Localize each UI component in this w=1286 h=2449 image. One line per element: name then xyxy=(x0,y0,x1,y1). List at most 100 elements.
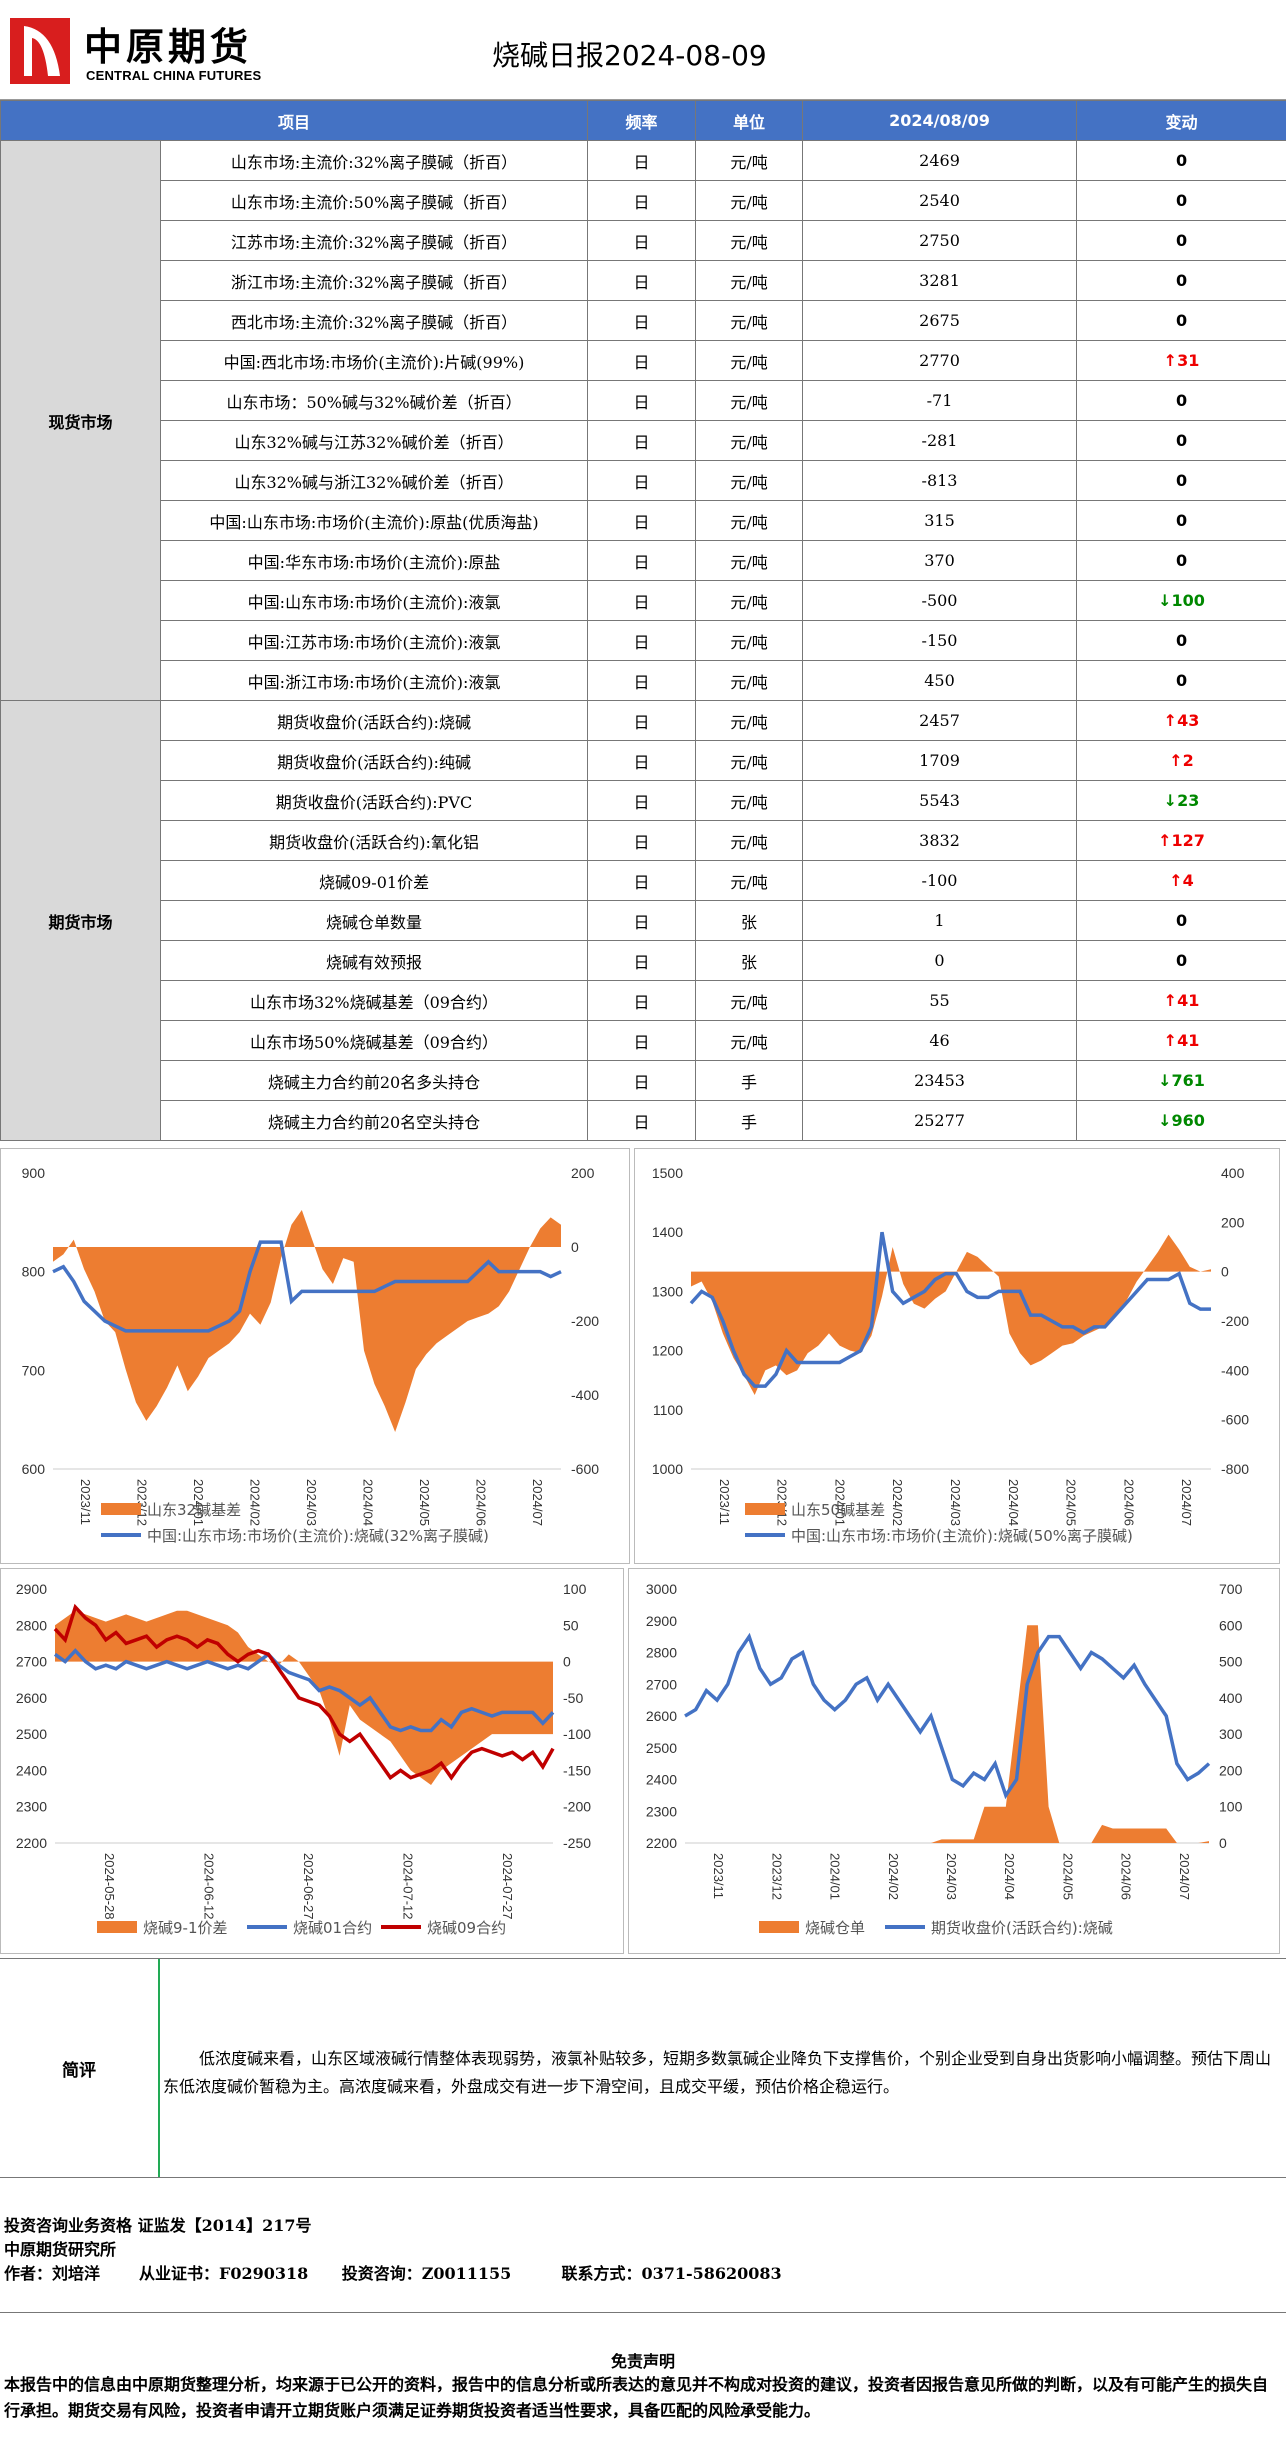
row-unit: 元/吨 xyxy=(695,380,804,421)
chart-svg-3: 2200 2300 2400 2500 2600 2700 2800 2900 -250 -200… xyxy=(16,1581,591,1937)
col-header-date: 2024/08/09 xyxy=(802,100,1078,141)
y-left-tick-label: 2600 xyxy=(646,1708,677,1724)
footer-divider xyxy=(0,2312,1286,2313)
x-tick-label: 2024/03 xyxy=(948,1479,963,1526)
table-row: 期货市场 期货收盘价(活跃合约):烧碱日元/吨 2457 ↑43 xyxy=(0,700,1286,1141)
row-unit: 元/吨 xyxy=(695,1020,804,1061)
x-tick-label: 2024-07-27 xyxy=(500,1853,515,1920)
y-left-tick-label: 2200 xyxy=(16,1835,47,1851)
y-left-tick-label: 900 xyxy=(22,1165,46,1181)
comment-section: 简评 低浓度碱来看，山东区域液碱行情整体表现弱势，液氯补贴较多，短期多数氯碱企业… xyxy=(0,1958,1286,2178)
y-right-tick-label: 200 xyxy=(571,1165,595,1181)
row-unit: 手 xyxy=(695,1060,804,1101)
row-change: ↑2 xyxy=(1076,740,1286,781)
row-unit: 元/吨 xyxy=(695,740,804,781)
row-unit: 元/吨 xyxy=(695,860,804,901)
table-row: 烧碱主力合约前20名空头持仓日手 25277 ↓960 xyxy=(1,1100,1286,1141)
row-change: ↑41 xyxy=(1076,980,1286,1021)
row-item: 山东32%碱与江苏32%碱价差（折百） xyxy=(159,420,589,461)
table-row: 烧碱09-01价差日元/吨 -100 ↑4 xyxy=(1,860,1286,901)
row-change: ↑43 xyxy=(1076,700,1286,741)
row-frequency: 日 xyxy=(587,780,697,821)
table-header-row: 项目 频率 单位 2024/08/09 变动 xyxy=(0,100,1286,141)
y-right-tick-label: 400 xyxy=(1221,1165,1245,1181)
row-frequency: 日 xyxy=(587,940,697,981)
row-item: 西北市场:主流价:32%离子膜碱（折百） xyxy=(159,300,589,341)
x-tick-label: 2024-06-27 xyxy=(301,1853,316,1920)
row-unit: 手 xyxy=(695,1100,804,1141)
row-item: 山东市场50%烧碱基差（09合约） xyxy=(159,1020,589,1061)
row-value: 5543 xyxy=(802,780,1078,821)
y-right-tick-label: -800 xyxy=(1221,1461,1249,1477)
y-left-tick-label: 700 xyxy=(22,1362,46,1378)
y-right-tick-label: 700 xyxy=(1219,1581,1243,1597)
x-tick-label: 2024/03 xyxy=(304,1479,319,1526)
y-right-tick-label: 600 xyxy=(1219,1617,1243,1633)
x-tick-label: 2024-07-12 xyxy=(401,1853,416,1920)
row-value: 370 xyxy=(802,540,1078,581)
col-header-unit: 单位 xyxy=(695,100,804,141)
row-unit: 元/吨 xyxy=(695,660,804,701)
y-left-tick-label: 2800 xyxy=(16,1617,47,1633)
row-frequency: 日 xyxy=(587,700,697,741)
y-left-tick-label: 1500 xyxy=(652,1165,683,1181)
x-tick-label: 2023/12 xyxy=(769,1853,784,1900)
series-area-0 xyxy=(685,1625,1209,1843)
row-unit: 元/吨 xyxy=(695,980,804,1021)
y-left-tick-label: 3000 xyxy=(646,1581,677,1597)
x-tick-label: 2024-06-12 xyxy=(201,1853,216,1920)
y-left-tick-label: 2800 xyxy=(646,1645,677,1661)
y-right-tick-label: -150 xyxy=(563,1762,591,1778)
y-right-tick-label: 0 xyxy=(563,1654,571,1670)
y-right-tick-label: 0 xyxy=(1219,1835,1227,1851)
y-left-tick-label: 800 xyxy=(22,1264,46,1280)
table-row: 山东32%碱与浙江32%碱价差（折百）日元/吨 -813 0 xyxy=(1,460,1286,501)
comment-label: 简评 xyxy=(0,1959,160,2177)
x-tick-label: 2024/05 xyxy=(417,1479,432,1526)
row-item: 期货收盘价(活跃合约):纯碱 xyxy=(159,740,589,781)
table-row: 山东市场：50%碱与32%碱价差（折百）日元/吨 -71 0 xyxy=(1,380,1286,421)
table-row: 中国:山东市场:市场价(主流价):原盐(优质海盐) 日元/吨 315 0 xyxy=(1,500,1286,541)
legend-swatch xyxy=(759,1921,799,1933)
y-right-tick-label: 200 xyxy=(1219,1762,1243,1778)
legend-label: 烧碱09合约 xyxy=(427,1919,506,1937)
table-row: 中国:华东市场:市场价(主流价):原盐日元/吨 370 0 xyxy=(1,540,1286,581)
table-row: 江苏市场:主流价:32%离子膜碱（折百）日元/吨 2750 0 xyxy=(1,220,1286,261)
y-right-tick-label: 100 xyxy=(1219,1799,1243,1815)
y-right-tick-label: 300 xyxy=(1219,1726,1243,1742)
table-row: 中国:江苏市场:市场价(主流价):液氯日元/吨 -150 0 xyxy=(1,620,1286,661)
row-frequency: 日 xyxy=(587,500,697,541)
row-frequency: 日 xyxy=(587,420,697,461)
row-frequency: 日 xyxy=(587,180,697,221)
y-left-tick-label: 2300 xyxy=(16,1799,47,1815)
legend-swatch xyxy=(745,1503,785,1515)
row-change: 0 xyxy=(1076,300,1286,341)
x-tick-label: 2023/12 xyxy=(775,1479,790,1526)
row-change: 0 xyxy=(1076,540,1286,581)
legend-swatch xyxy=(97,1921,137,1933)
x-tick-label: 2024-05-28 xyxy=(102,1853,117,1920)
row-unit: 元/吨 xyxy=(695,300,804,341)
y-right-tick-label: 400 xyxy=(1219,1690,1243,1706)
row-change: 0 xyxy=(1076,460,1286,501)
row-item: 期货收盘价(活跃合约):氧化铝 xyxy=(159,820,589,861)
row-unit: 张 xyxy=(695,900,804,941)
row-change: ↑41 xyxy=(1076,1020,1286,1061)
row-item: 山东32%碱与浙江32%碱价差（折百） xyxy=(159,460,589,501)
y-right-tick-label: -400 xyxy=(1221,1362,1249,1378)
y-left-tick-label: 600 xyxy=(22,1461,46,1477)
table-row: 山东32%碱与江苏32%碱价差（折百）日元/吨 -281 0 xyxy=(1,420,1286,461)
y-right-tick-label: -100 xyxy=(563,1726,591,1742)
row-frequency: 日 xyxy=(587,860,697,901)
indicator-table: 项目 频率 单位 2024/08/09 变动 现货市场 山东市场:主流价:32%离… xyxy=(0,100,1286,1141)
x-tick-label: 2024/06 xyxy=(1121,1479,1136,1526)
row-change: 0 xyxy=(1076,140,1286,181)
row-unit: 元/吨 xyxy=(695,420,804,461)
legend-swatch xyxy=(101,1503,141,1515)
y-left-tick-label: 1100 xyxy=(653,1402,683,1418)
row-item: 山东市场：50%碱与32%碱价差（折百） xyxy=(159,380,589,421)
disclaimer-text: 本报告中的信息由中原期货整理分析，均来源于已公开的资料，报告中的信息分析或所表达… xyxy=(4,2375,1269,2420)
legend-label: 烧碱01合约 xyxy=(293,1919,372,1937)
row-item: 山东市场32%烧碱基差（09合约） xyxy=(159,980,589,1021)
